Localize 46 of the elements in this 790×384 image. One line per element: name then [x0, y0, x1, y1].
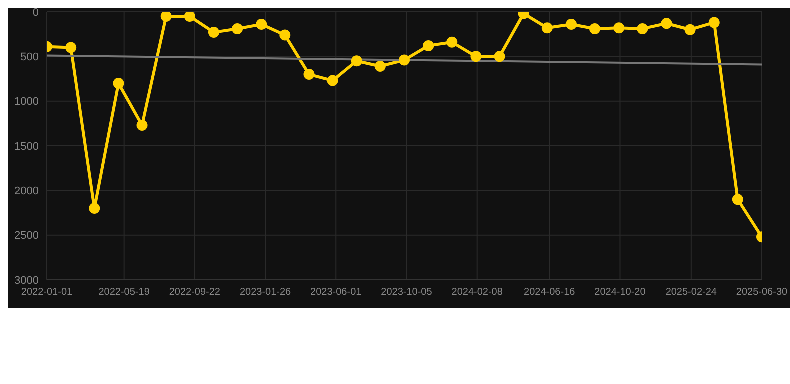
point	[423, 40, 434, 52]
point	[566, 19, 577, 30]
point	[280, 30, 291, 41]
x-tick-label: 2022-01-01	[21, 287, 74, 298]
point	[351, 56, 362, 67]
point	[708, 17, 720, 28]
x-tick-label: 2023-01-26	[240, 287, 292, 298]
point	[470, 51, 482, 62]
x-tick-label: 2025-06-30	[736, 287, 788, 298]
point	[542, 22, 553, 34]
point	[494, 51, 506, 62]
x-tick-label: 2024-06-16	[524, 287, 576, 298]
point	[136, 120, 148, 131]
point	[256, 19, 268, 30]
point	[614, 22, 625, 34]
point	[304, 69, 315, 80]
point	[684, 24, 696, 36]
point	[232, 23, 244, 34]
y-tick-label: 500	[20, 52, 39, 64]
point	[184, 12, 196, 22]
point	[590, 23, 601, 34]
x-tick-label: 2024-10-20	[594, 287, 646, 298]
point	[374, 60, 386, 72]
x-tick-label: 2024-02-08	[452, 287, 504, 298]
point	[661, 18, 672, 30]
y-tick-label: 3000	[14, 274, 39, 287]
x-tick-label: 2023-06-01	[310, 287, 362, 298]
point	[113, 78, 124, 89]
y-tick-label: 2500	[14, 230, 39, 242]
point	[399, 54, 410, 66]
point	[89, 203, 100, 214]
y-tick-label: 1500	[14, 140, 39, 153]
point	[160, 12, 172, 22]
point	[66, 42, 77, 54]
point	[732, 194, 744, 206]
x-tick-label: 2022-09-22	[169, 287, 221, 298]
x-tick-label: 2025-02-24	[666, 287, 718, 298]
point	[637, 23, 648, 34]
y-tick-label: 1000	[14, 96, 39, 108]
point	[208, 27, 220, 38]
x-tick-label: 2023-10-05	[381, 287, 433, 298]
point	[327, 75, 338, 86]
y-tick-label: 0	[32, 6, 39, 19]
y-tick-label: 2000	[14, 186, 39, 198]
point	[446, 36, 458, 48]
x-tick-label: 2022-05-19	[98, 287, 150, 298]
